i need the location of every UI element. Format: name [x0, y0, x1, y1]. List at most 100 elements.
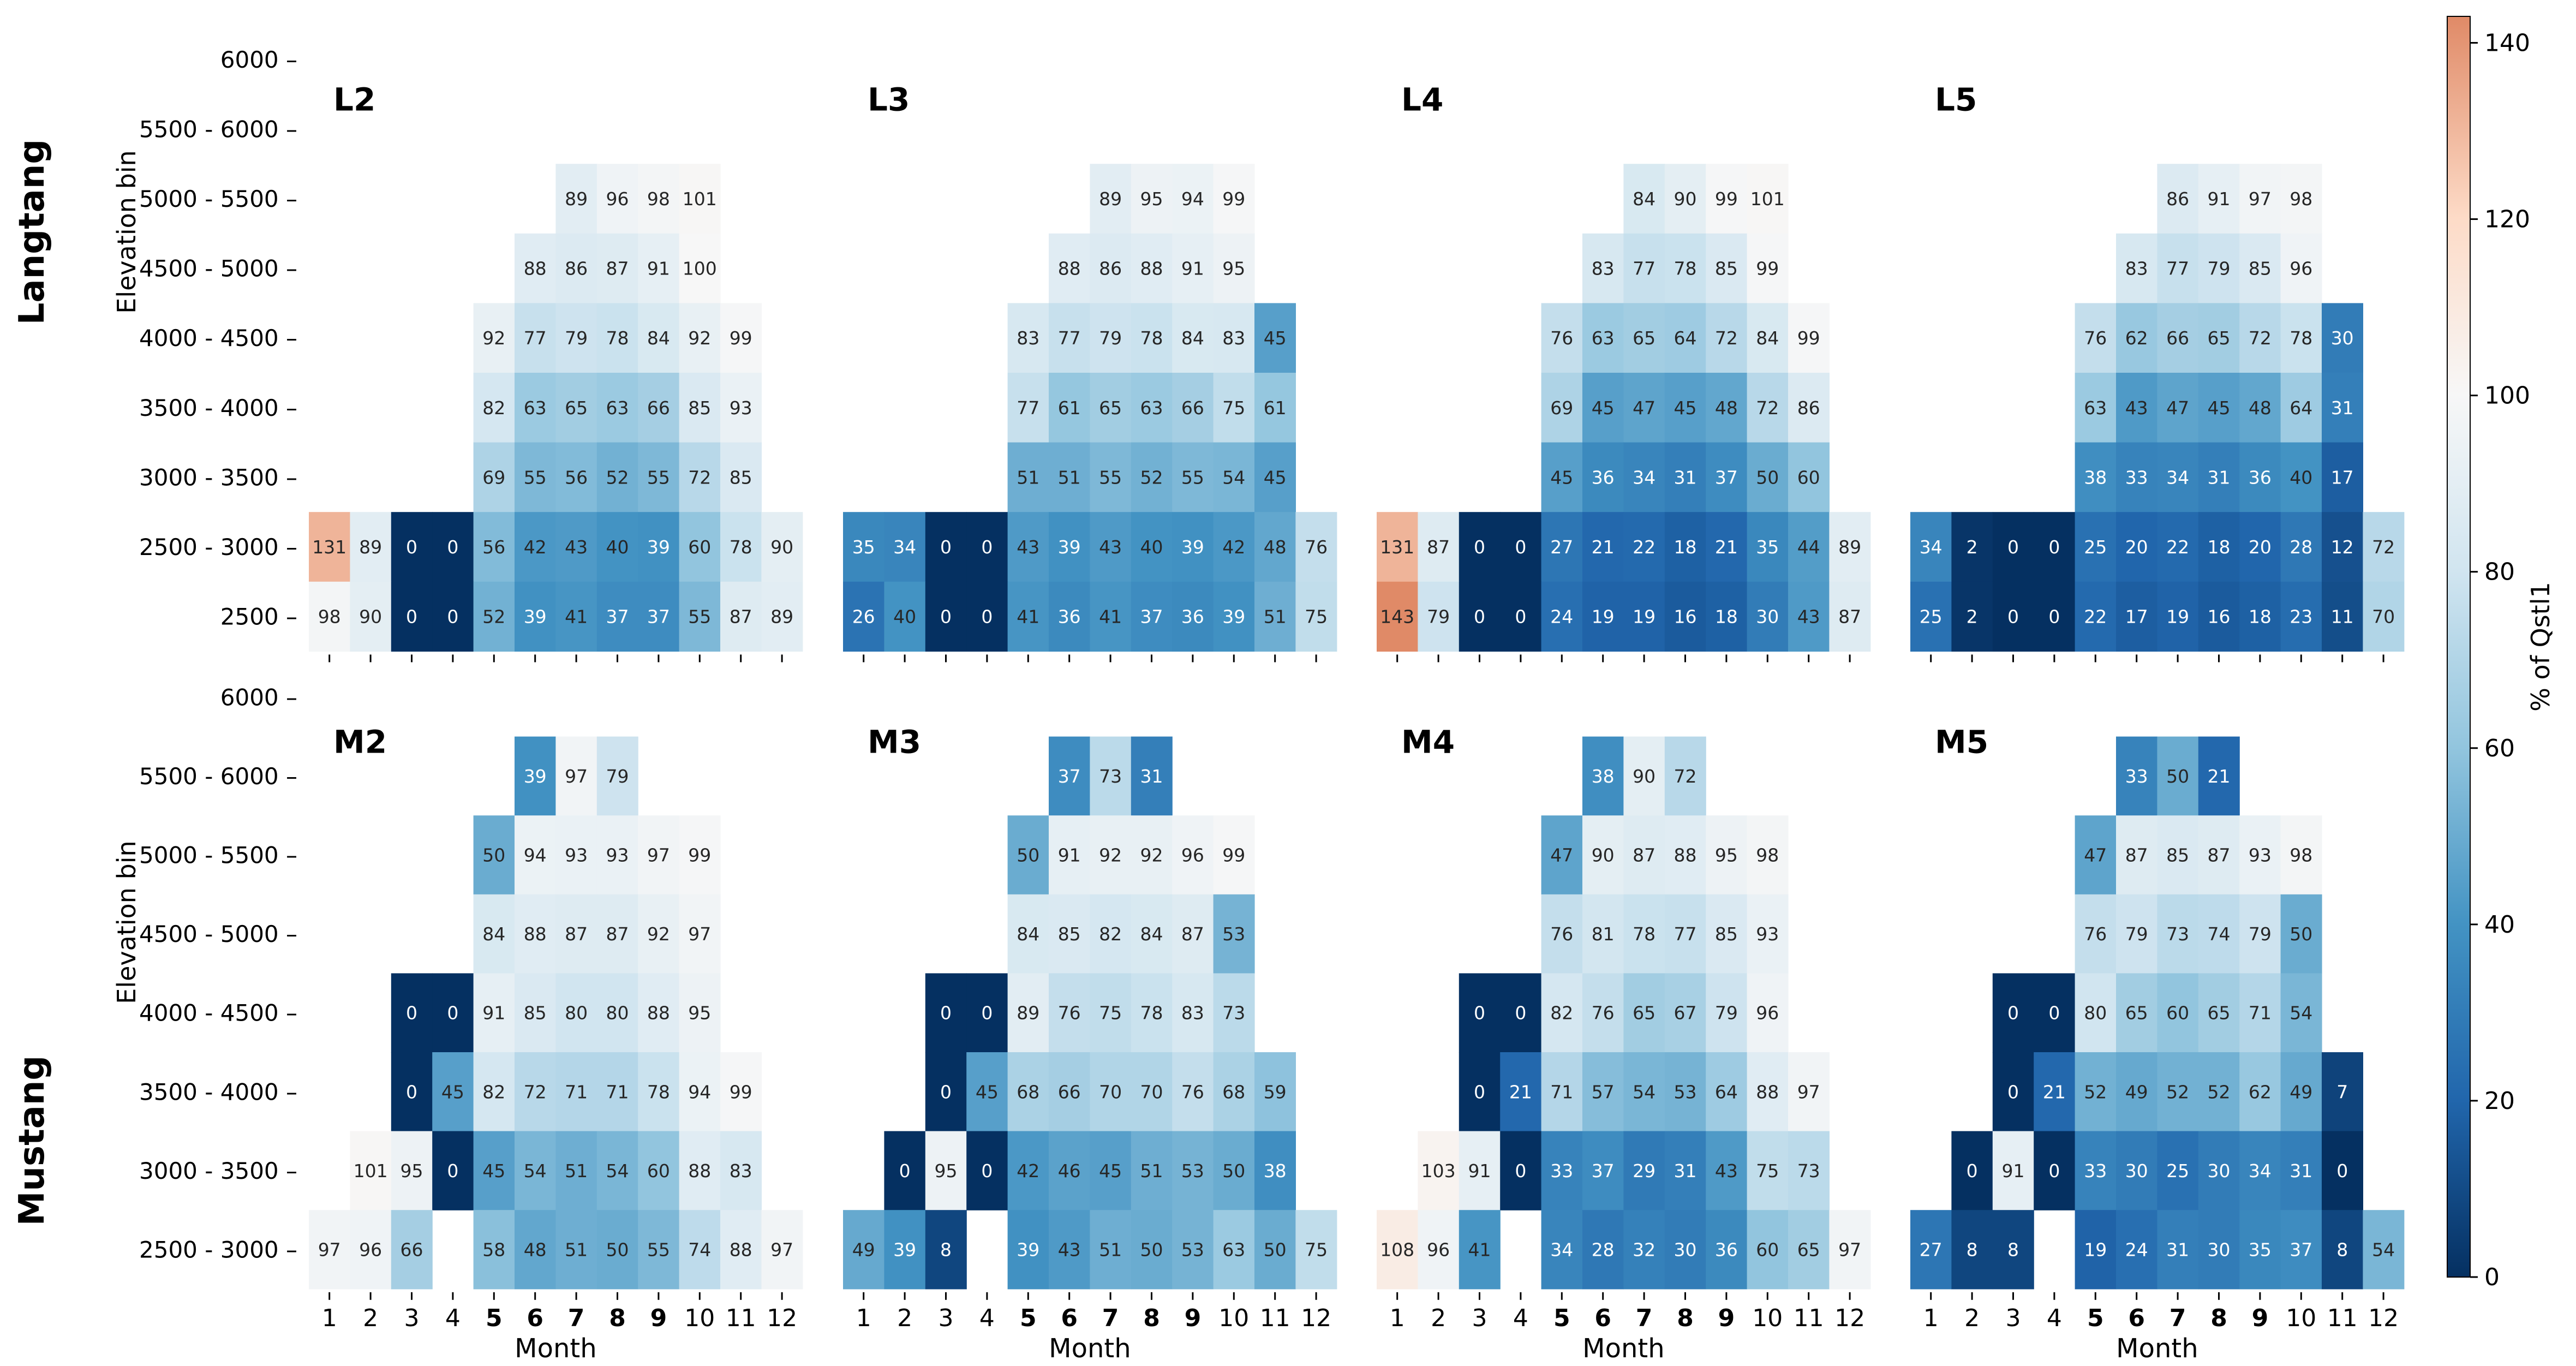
cell-value-label: 53 [1181, 1239, 1204, 1261]
heatmap-cell [2198, 736, 2240, 816]
cell-value-label: 41 [1099, 606, 1122, 628]
cell-value-label: 82 [1099, 923, 1122, 945]
cell-value-label: 54 [1222, 467, 1245, 488]
heatmap-cell [1131, 1131, 1173, 1210]
cell-value-label: 45 [1264, 467, 1287, 488]
cell-value-label: 8 [940, 1239, 952, 1261]
heatmap-cell [473, 894, 515, 974]
cell-value-label: 55 [688, 606, 711, 628]
cell-value-label: 97 [647, 845, 670, 866]
panels-layer: Langtang Elevation bin 6000 – 5500 - 6000 –… [12, 46, 2405, 1364]
heatmap-cell [1829, 1210, 1871, 1290]
cell-value-label: 22 [2166, 536, 2189, 558]
cell-value-label: 95 [1715, 845, 1738, 866]
heatmap-cell [2239, 581, 2281, 652]
heatmap-cell [391, 1052, 433, 1132]
cell-value-label: 88 [730, 1239, 752, 1261]
heatmap-cell [1090, 164, 1132, 234]
x-tick-label: 11 [726, 1304, 756, 1332]
heatmap-cell [1706, 233, 1748, 303]
heatmap-cell [1829, 512, 1871, 582]
heatmap-cell [473, 1052, 515, 1132]
heatmap-cell [515, 303, 556, 373]
cell-value-label: 43 [565, 536, 588, 558]
cell-value-label: 97 [2249, 188, 2272, 210]
heatmap-cell [309, 581, 350, 652]
cell-value-label: 30 [1756, 606, 1779, 628]
heatmap-cell [515, 442, 556, 512]
heatmap-cell [966, 581, 1008, 652]
cell-value-label: 76 [2084, 327, 2107, 349]
cell-value-label: 47 [1550, 845, 1573, 866]
heatmap-cell [1172, 581, 1214, 652]
heatmap-cell [1788, 1052, 1830, 1132]
heatmap-cell [2198, 1052, 2240, 1132]
heatmap-cell [1623, 894, 1665, 974]
heatmap-cell [473, 1131, 515, 1210]
heatmap-cell [555, 973, 597, 1053]
cell-value-label: 0 [981, 606, 993, 628]
heatmap-cell [1090, 736, 1132, 816]
heatmap-cell [473, 1210, 515, 1290]
cell-value-label: 101 [354, 1160, 388, 1182]
cell-value-label: 84 [1017, 923, 1039, 945]
heatmap-cell [720, 1131, 762, 1210]
heatmap-cell [1049, 512, 1090, 582]
cell-value-label: 43 [2125, 397, 2148, 419]
heatmap-cell [1951, 1210, 1993, 1290]
panel-label: L3 [868, 81, 910, 118]
heatmap-cell [1623, 303, 1665, 373]
heatmap-cell [1049, 973, 1090, 1053]
heatmap-cell [966, 973, 1008, 1053]
cell-value-label: 25 [2166, 1160, 2189, 1182]
heatmap-cell [1090, 233, 1132, 303]
cell-value-label: 80 [565, 1003, 588, 1024]
heatmap-cell [1295, 1210, 1337, 1290]
heatmap-cell [1213, 894, 1255, 974]
heatmap-cell [515, 815, 556, 895]
heatmap-cell [1706, 581, 1748, 652]
heatmap-cell [638, 373, 680, 443]
cell-value-label: 16 [1674, 606, 1697, 628]
heatmap-cell [432, 1131, 474, 1210]
cell-value-label: 78 [1633, 923, 1655, 945]
heatmap-cell [1951, 581, 1993, 652]
heatmap-cell [1295, 512, 1337, 582]
cell-value-label: 95 [401, 1160, 423, 1182]
cell-value-label: 83 [1017, 327, 1039, 349]
cell-value-label: 73 [1222, 1003, 1245, 1024]
cell-value-label: 28 [2290, 536, 2312, 558]
heatmap-cell [1582, 442, 1624, 512]
x-tick-label: 2 [1964, 1304, 1980, 1332]
cell-value-label: 79 [1715, 1003, 1738, 1024]
cell-value-label: 85 [730, 467, 752, 488]
cell-value-label: 17 [2331, 467, 2354, 488]
heatmap-cell [1049, 1052, 1090, 1132]
cell-value-label: 8 [1967, 1239, 1978, 1261]
heatmap-cell [2157, 303, 2199, 373]
cell-value-label: 80 [2084, 1003, 2107, 1024]
cell-value-label: 31 [1674, 467, 1697, 488]
heatmap-cell [2075, 303, 2117, 373]
colorbar-tick-label: 40 [2484, 911, 2515, 939]
heatmap-cell [1254, 1131, 1296, 1210]
cell-value-label: 8 [2336, 1239, 2348, 1261]
cell-value-label: 43 [1058, 1239, 1081, 1261]
cell-value-label: 8 [2007, 1239, 2019, 1261]
cell-value-label: 0 [940, 536, 952, 558]
cell-value-label: 91 [482, 1003, 505, 1024]
cell-value-label: 33 [1550, 1160, 1573, 1182]
cell-value-label: 65 [1633, 327, 1655, 349]
cell-value-label: 41 [1468, 1239, 1491, 1261]
panel-l4: 84 90 99 101 83 77 78 85 99 76 63 65 64 72 84 99 69 45 47 4… [1377, 81, 1871, 663]
heatmap-cell [2157, 164, 2199, 234]
heatmap-cell [2239, 894, 2281, 974]
heatmap-cell [1131, 233, 1173, 303]
heatmap-cell [2075, 973, 2117, 1053]
cell-value-label: 36 [2249, 467, 2272, 488]
heatmap-cell [1090, 1052, 1132, 1132]
heatmap-cell [555, 1052, 597, 1132]
cell-value-label: 63 [2084, 397, 2107, 419]
cell-value-label: 0 [447, 536, 458, 558]
cell-value-label: 83 [2125, 258, 2148, 279]
